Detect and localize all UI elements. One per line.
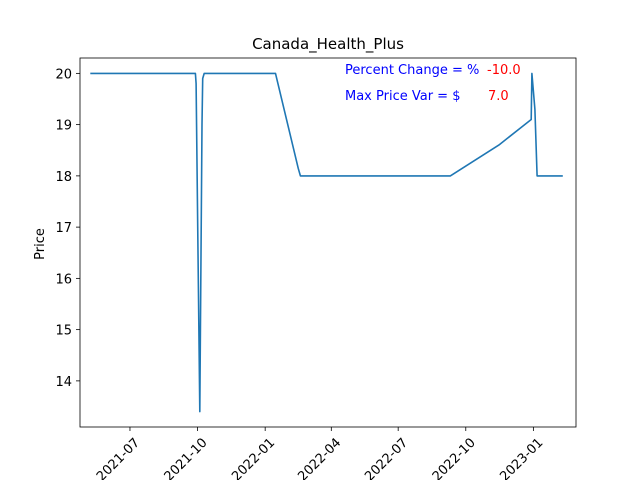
y-axis-ticks: 14 15 16 17 18 19 20 xyxy=(55,67,80,390)
percent-change-value: -10.0 xyxy=(487,63,521,78)
price-series-line xyxy=(90,72,563,413)
x-tick-label: 2022-01 xyxy=(229,435,278,480)
plot-area-frame xyxy=(79,57,577,428)
y-axis-label: Price xyxy=(33,228,48,260)
y-tick-label: 18 xyxy=(55,170,72,185)
x-tick-label: 2021-10 xyxy=(162,435,211,480)
x-tick-label: 2022-04 xyxy=(295,435,344,480)
max-price-var-value: 7.0 xyxy=(488,89,509,104)
y-tick-label: 15 xyxy=(55,324,72,339)
x-tick-label: 2022-10 xyxy=(430,435,479,480)
y-tick-label: 16 xyxy=(55,272,72,287)
x-tick-label: 2022-07 xyxy=(362,435,411,480)
chart-title: Canada_Health_Plus xyxy=(252,35,404,54)
percent-change-label: Percent Change = % xyxy=(345,63,479,78)
y-tick-label: 14 xyxy=(55,375,72,390)
x-tick-label: 2021-07 xyxy=(94,435,143,480)
y-tick-label: 19 xyxy=(55,119,72,134)
x-tick-label: 2023-01 xyxy=(497,435,546,480)
y-tick-label: 17 xyxy=(55,221,72,236)
y-tick-label: 20 xyxy=(55,67,72,82)
x-axis-ticks: 2021-07 2021-10 2022-01 2022-04 2022-07 2022-… xyxy=(94,427,546,480)
max-price-var-label: Max Price Var = $ xyxy=(345,89,460,104)
